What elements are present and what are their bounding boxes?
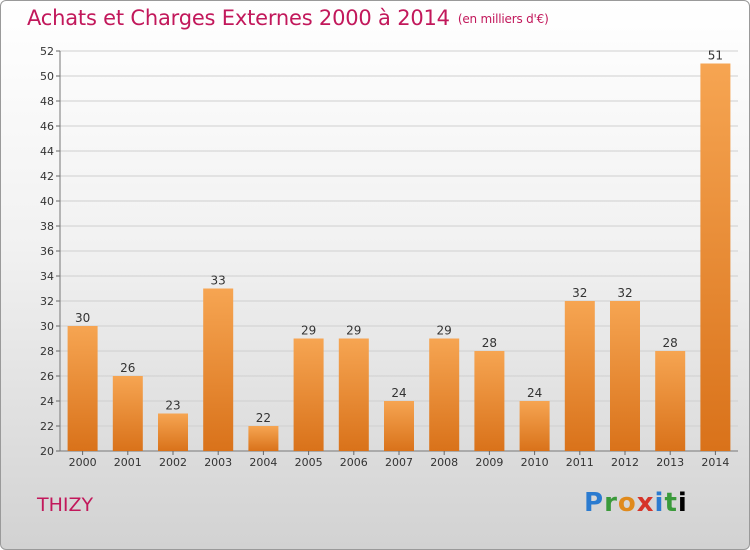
x-tick-label-2005: 2005 [295, 456, 323, 469]
bar-2003 [203, 288, 234, 451]
x-tick-label-2010: 2010 [521, 456, 549, 469]
x-tick-label-2003: 2003 [204, 456, 232, 469]
bars [67, 63, 731, 451]
x-tick-label-2008: 2008 [430, 456, 458, 469]
bar-2011 [564, 301, 595, 451]
data-label-2000: 30 [75, 311, 90, 325]
data-labels: 30 26 23 33 22 29 29 24 29 28 24 32 32 28 51 [75, 49, 723, 426]
bar-2014 [700, 63, 731, 451]
data-label-2002: 23 [165, 399, 180, 413]
data-label-2011: 32 [572, 286, 587, 300]
data-label-2004: 22 [256, 411, 271, 425]
x-tick-label-2011: 2011 [566, 456, 594, 469]
x-tick-label-2006: 2006 [340, 456, 368, 469]
data-label-2007: 24 [391, 386, 406, 400]
y-tick-label: 22 [40, 420, 54, 433]
bar-2005 [293, 338, 324, 451]
bar-2006 [338, 338, 369, 451]
bar-2002 [158, 413, 188, 451]
data-label-2010: 24 [527, 386, 542, 400]
proxiti-logo: Proxiti [584, 488, 688, 518]
x-tick-label-2014: 2014 [701, 456, 729, 469]
y-tick-label: 38 [40, 220, 54, 233]
x-tick-label-2001: 2001 [114, 456, 142, 469]
city-name: THIZY [37, 494, 94, 516]
y-tick-label: 48 [40, 95, 54, 108]
y-tick-label: 26 [40, 370, 54, 383]
y-tick-label: 52 [40, 45, 54, 58]
y-tick-label: 40 [40, 195, 54, 208]
title-text: Achats et Charges Externes 2000 à 2014 [27, 6, 450, 30]
data-label-2001: 26 [120, 361, 135, 375]
data-label-2013: 28 [663, 336, 678, 350]
y-tick-label: 20 [40, 445, 54, 458]
bar-2008 [429, 338, 460, 451]
data-label-2009: 28 [482, 336, 497, 350]
bar-2010 [519, 401, 550, 451]
y-tick-label: 24 [40, 395, 54, 408]
bar-2007 [384, 401, 414, 451]
y-tick-label: 28 [40, 345, 54, 358]
y-tick-label: 42 [40, 170, 54, 183]
x-tick-label-2002: 2002 [159, 456, 187, 469]
bar-2009 [474, 351, 505, 451]
x-tick-label-2009: 2009 [475, 456, 503, 469]
data-label-2003: 33 [211, 274, 226, 288]
y-tick-label: 46 [40, 120, 54, 133]
data-label-2006: 29 [346, 324, 361, 338]
bar-2001 [112, 376, 143, 451]
data-label-2012: 32 [617, 286, 632, 300]
y-tick-label: 44 [40, 145, 54, 158]
data-label-2005: 29 [301, 324, 316, 338]
x-tick-label-2004: 2004 [249, 456, 277, 469]
chart-title: Achats et Charges Externes 2000 à 2014 (e… [27, 6, 549, 30]
bar-2004 [248, 426, 279, 451]
y-tick-label: 32 [40, 295, 54, 308]
y-tick-label: 30 [40, 320, 54, 333]
unit-label: (en milliers d'€) [457, 12, 549, 26]
y-tick-label: 36 [40, 245, 54, 258]
data-label-2008: 29 [437, 324, 452, 338]
x-axis: 2000 2001 2002 2003 2004 2005 2006 2007 2008 2009… [69, 451, 729, 469]
y-tick-label: 34 [40, 270, 54, 283]
data-label-2014: 51 [708, 49, 723, 63]
x-tick-label-2007: 2007 [385, 456, 413, 469]
x-tick-label-2000: 2000 [69, 456, 97, 469]
y-tick-label: 50 [40, 70, 54, 83]
x-tick-label-2013: 2013 [656, 456, 684, 469]
bar-2013 [655, 351, 686, 451]
bar-2000 [67, 326, 98, 451]
x-tick-label-2012: 2012 [611, 456, 639, 469]
bar-2012 [610, 301, 640, 451]
